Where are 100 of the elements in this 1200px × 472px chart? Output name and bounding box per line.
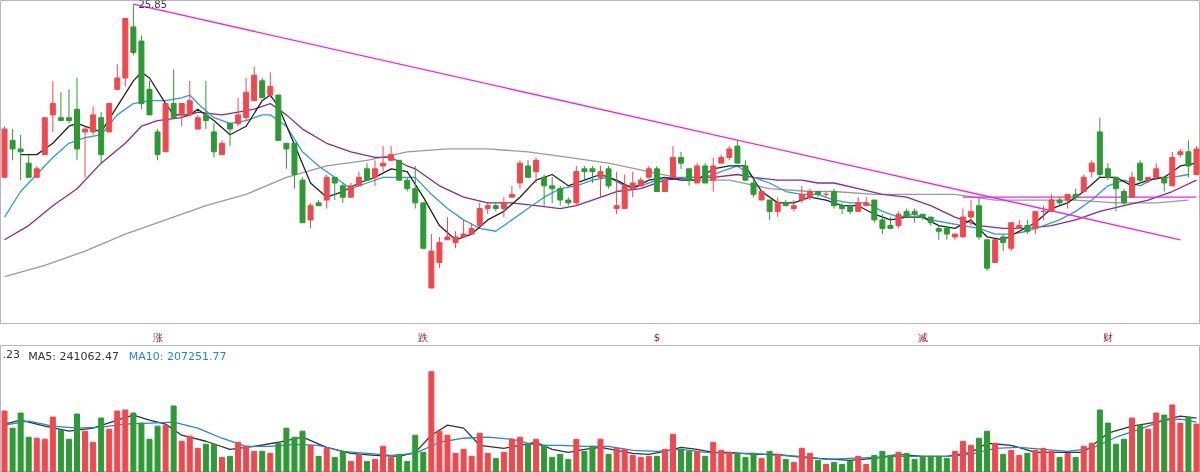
bar (710, 441, 717, 472)
bar (1120, 438, 1127, 472)
bar (1193, 423, 1200, 472)
bar (653, 455, 660, 472)
bar (629, 454, 636, 472)
bar (694, 450, 701, 472)
bar (863, 463, 870, 472)
candlestick (597, 165, 604, 198)
bar (1177, 422, 1184, 472)
bar (259, 450, 266, 472)
candlestick (259, 77, 266, 99)
bar (227, 455, 234, 472)
bar (476, 432, 483, 472)
candlestick (613, 171, 620, 215)
candlestick (678, 151, 685, 170)
bar (1096, 409, 1103, 472)
bar (831, 461, 838, 472)
bar (895, 451, 902, 472)
candlestick (839, 202, 846, 215)
candlestick (82, 125, 89, 178)
candlestick (396, 159, 403, 181)
bar (951, 450, 958, 472)
bar (1104, 422, 1111, 472)
bar (404, 460, 411, 472)
candlestick (516, 159, 523, 190)
candlestick (202, 80, 209, 130)
bar (927, 455, 934, 472)
candlestick (959, 208, 966, 238)
bar (774, 453, 781, 472)
candlestick (323, 173, 330, 210)
bar (363, 460, 370, 472)
bar (65, 438, 72, 472)
bar (508, 438, 515, 472)
bar (396, 453, 403, 472)
x-tick-label: 减 (917, 331, 928, 343)
bar (1064, 452, 1071, 472)
bar (855, 455, 862, 472)
candlestick (1185, 139, 1192, 178)
candlestick (186, 80, 193, 116)
bar (57, 429, 64, 472)
bar (597, 438, 604, 472)
candlestick (541, 173, 548, 207)
candlestick (227, 122, 234, 147)
bar (1000, 453, 1007, 472)
candlestick (25, 154, 32, 178)
bar (613, 447, 620, 472)
candlestick (653, 165, 660, 193)
candlestick (533, 156, 540, 184)
bar (573, 438, 580, 472)
bar (516, 436, 523, 472)
bar (347, 460, 354, 472)
bar (41, 438, 48, 472)
bar (420, 451, 427, 472)
bar (549, 456, 556, 472)
bar (935, 455, 942, 472)
candlestick (702, 162, 709, 184)
bar (194, 447, 201, 472)
bar (661, 448, 668, 472)
candlestick (331, 176, 338, 201)
candlestick (114, 63, 121, 90)
bar (33, 437, 40, 472)
bar (1112, 443, 1119, 472)
candlestick (339, 182, 346, 204)
candlestick (65, 88, 72, 124)
bar (251, 450, 258, 472)
bar (645, 455, 652, 472)
candlestick (766, 199, 773, 221)
bar (766, 450, 773, 472)
bar (1169, 404, 1176, 472)
bar (637, 456, 644, 472)
candlestick (605, 165, 612, 190)
bar (702, 455, 709, 472)
bar (388, 456, 395, 472)
bar (806, 452, 813, 472)
bar (718, 449, 725, 472)
x-tick-label: 财 (1102, 331, 1113, 343)
bar (267, 452, 274, 472)
bar (106, 428, 113, 472)
bar (678, 448, 685, 472)
candlestick (412, 165, 419, 210)
bar (202, 443, 209, 472)
bar (798, 447, 805, 472)
bar (1137, 424, 1144, 472)
candlestick (57, 91, 64, 122)
bar (74, 413, 81, 472)
bar (992, 442, 999, 472)
bar (1016, 454, 1023, 472)
bar (331, 456, 338, 472)
candlestick (170, 68, 177, 119)
bar (1088, 442, 1095, 472)
candlestick (476, 202, 483, 227)
text: MA5: 241062.47 (28, 349, 119, 363)
bar (1008, 449, 1015, 472)
bar (686, 450, 693, 472)
x-tick-label: 跌 (418, 331, 429, 343)
bar (114, 410, 121, 472)
bar (1, 410, 8, 472)
candlestick (154, 128, 161, 161)
bar (959, 440, 966, 472)
bar (1056, 456, 1063, 472)
